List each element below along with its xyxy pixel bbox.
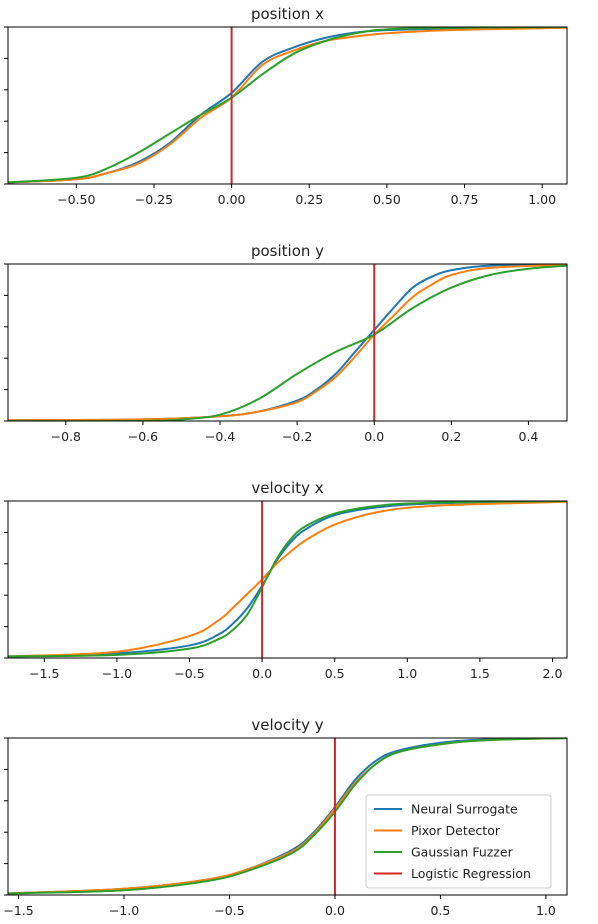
x-tick-label: −1.0 — [102, 666, 132, 681]
legend-label: Neural Surrogate — [411, 802, 518, 817]
legend-label: Logistic Regression — [411, 866, 531, 881]
x-tick-label: 1.00 — [528, 192, 556, 207]
x-tick-label: −0.50 — [57, 192, 95, 207]
axes-frame — [7, 263, 568, 422]
x-tick-label: 0.25 — [295, 192, 323, 207]
x-tick-label: 0.5 — [430, 903, 450, 918]
x-tick-label: 0.50 — [373, 192, 401, 207]
x-tick-label: 0.2 — [441, 429, 461, 444]
axes-frame — [7, 26, 568, 185]
x-tick-label: 0.4 — [519, 429, 539, 444]
x-tick-label: 1.0 — [536, 903, 556, 918]
subplot-title: velocity y — [251, 716, 323, 734]
x-tick-label: −0.6 — [128, 429, 158, 444]
series-line-pixor-detector — [8, 501, 567, 658]
x-tick-label: 0.75 — [451, 192, 479, 207]
axes-frame — [7, 500, 568, 659]
legend-label: Pixor Detector — [411, 823, 501, 838]
x-tick-label: 0.0 — [252, 666, 272, 681]
subplot-1: position x −0.50 −0.25 0.00 0.25 0.50 0.75 1.00 — [4, 5, 568, 207]
x-tick-label: 2.0 — [543, 666, 563, 681]
x-tick-label: −0.2 — [282, 429, 312, 444]
subplot-4: velocity y −1.5 −1.0 −0.5 0.0 0.5 1.0 Neural Su… — [3, 716, 568, 918]
x-tick-label: 0.0 — [364, 429, 384, 444]
series-line-gaussian-fuzzer — [8, 501, 567, 658]
subplot-title: velocity x — [251, 479, 323, 497]
legend-box — [365, 794, 552, 889]
series-group — [8, 738, 567, 895]
x-tick-label: 0.5 — [325, 666, 345, 681]
series-group — [8, 501, 567, 658]
x-tick-label: −0.8 — [51, 429, 81, 444]
series-line-neural-surrogate — [8, 501, 567, 658]
series-group — [8, 27, 567, 184]
subplot-2: position y −0.8 −0.6 −0.4 −0.2 0.0 0.2 0.4 — [4, 242, 568, 444]
x-tick-label: −1.5 — [29, 666, 59, 681]
x-tick-label: −0.5 — [174, 666, 204, 681]
series-group — [8, 264, 567, 421]
series-line-pixor-detector — [8, 264, 567, 421]
x-tick-label: −1.5 — [3, 903, 33, 918]
series-line-neural-surrogate — [8, 27, 567, 184]
x-tick-label: 1.5 — [470, 666, 490, 681]
x-tick-label: −0.5 — [214, 903, 244, 918]
x-tick-label: 0.0 — [325, 903, 345, 918]
series-line-gaussian-fuzzer — [8, 264, 567, 421]
x-tick-label: −1.0 — [109, 903, 139, 918]
series-line-pixor-detector — [8, 27, 567, 184]
subplot-title: position x — [251, 5, 324, 23]
series-line-neural-surrogate — [8, 264, 567, 421]
x-tick-label: −0.25 — [135, 192, 173, 207]
axes-frame — [7, 737, 568, 896]
x-tick-label: −0.4 — [205, 429, 235, 444]
series-line-gaussian-fuzzer — [8, 27, 567, 184]
subplot-3: velocity x −1.5 −1.0 −0.5 0.0 0.5 1.0 1.5 2.0 — [4, 479, 568, 681]
legend: Neural Surrogate Pixor Detector Gaussian F… — [365, 794, 552, 889]
legend-label: Gaussian Fuzzer — [411, 845, 514, 860]
x-tick-label: 1.0 — [397, 666, 417, 681]
subplot-title: position y — [251, 242, 324, 260]
series-line-gaussian-fuzzer — [8, 738, 567, 895]
x-tick-label: 0.00 — [218, 192, 246, 207]
